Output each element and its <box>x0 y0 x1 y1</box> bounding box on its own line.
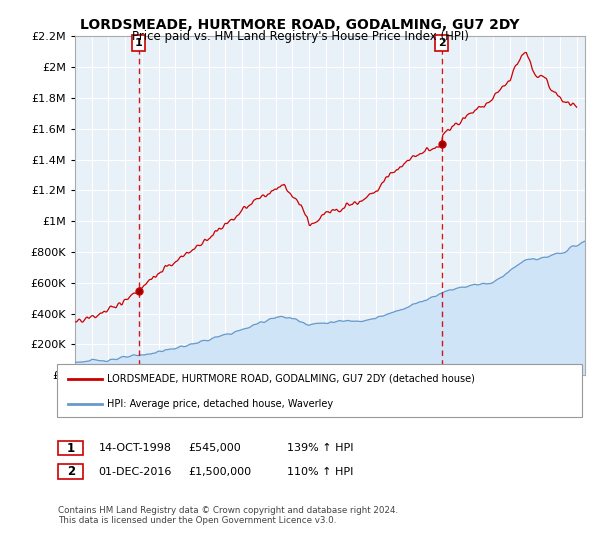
Text: 2: 2 <box>437 38 445 48</box>
Text: 01-DEC-2016: 01-DEC-2016 <box>98 466 172 477</box>
Text: LORDSMEADE, HURTMORE ROAD, GODALMING, GU7 2DY: LORDSMEADE, HURTMORE ROAD, GODALMING, GU… <box>80 18 520 32</box>
Text: £1,500,000: £1,500,000 <box>188 466 251 477</box>
Text: Contains HM Land Registry data © Crown copyright and database right 2024.
This d: Contains HM Land Registry data © Crown c… <box>58 506 398 525</box>
Text: 1: 1 <box>67 441 75 455</box>
Text: LORDSMEADE, HURTMORE ROAD, GODALMING, GU7 2DY (detached house): LORDSMEADE, HURTMORE ROAD, GODALMING, GU… <box>107 374 475 384</box>
Text: 2: 2 <box>67 465 75 478</box>
Text: 139% ↑ HPI: 139% ↑ HPI <box>287 443 354 453</box>
Text: Price paid vs. HM Land Registry's House Price Index (HPI): Price paid vs. HM Land Registry's House … <box>131 30 469 43</box>
Text: HPI: Average price, detached house, Waverley: HPI: Average price, detached house, Wave… <box>107 399 333 409</box>
Text: 110% ↑ HPI: 110% ↑ HPI <box>287 466 354 477</box>
Text: £545,000: £545,000 <box>188 443 241 453</box>
Text: 14-OCT-1998: 14-OCT-1998 <box>98 443 172 453</box>
Text: 1: 1 <box>134 38 142 48</box>
